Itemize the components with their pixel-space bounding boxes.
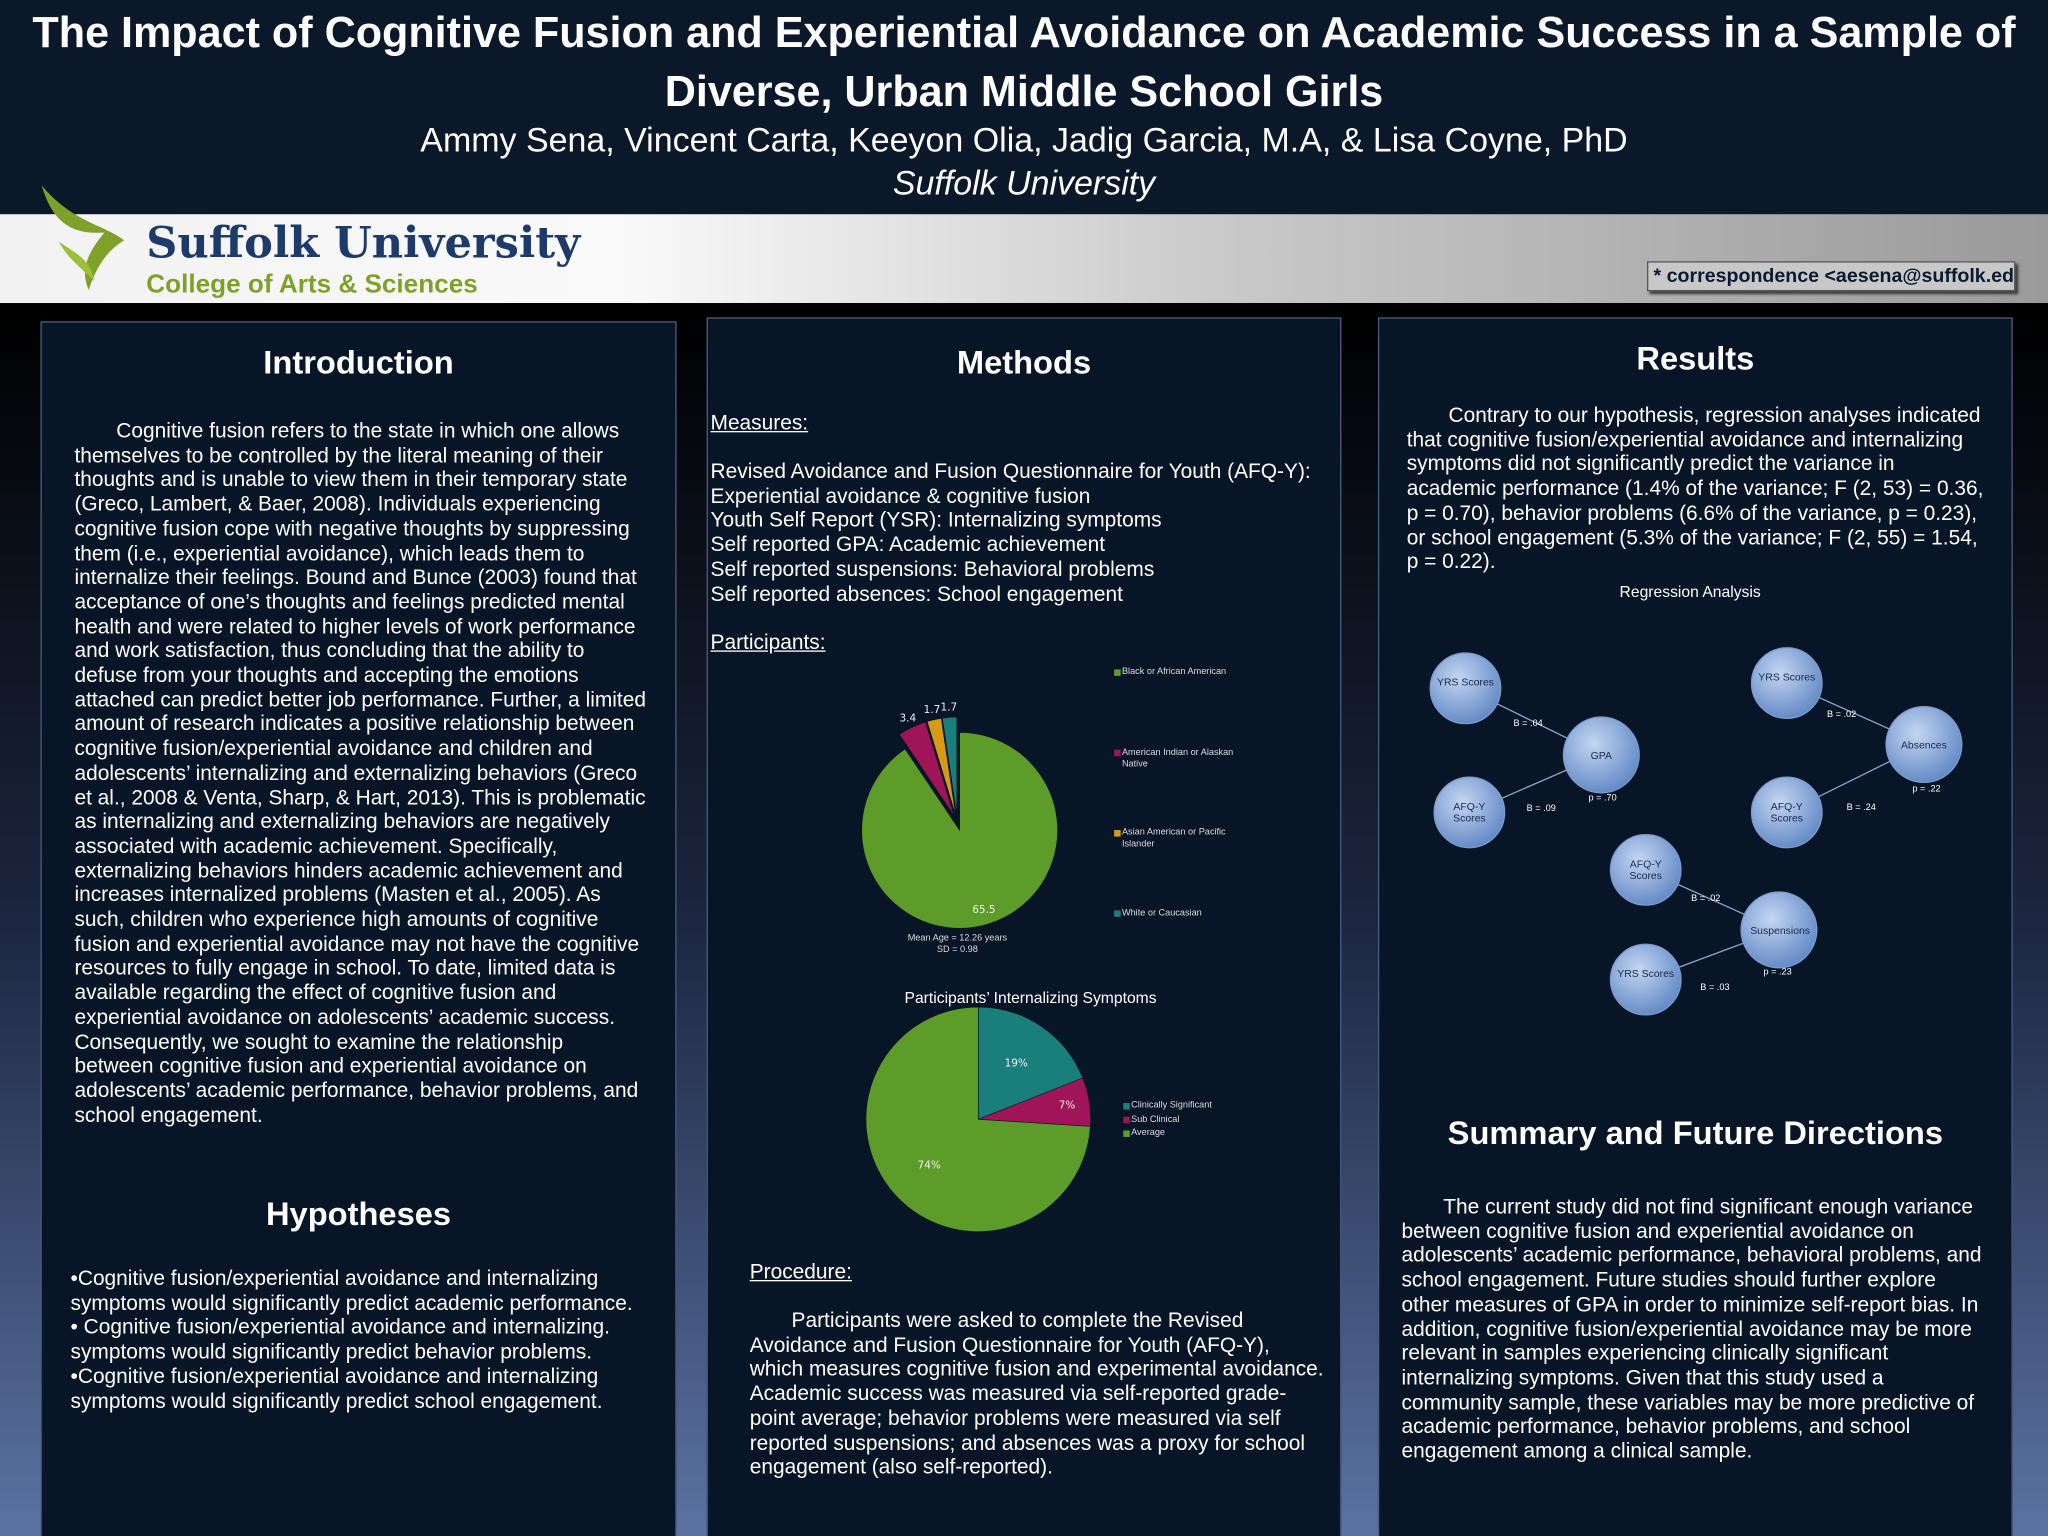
affiliation: Suffolk University xyxy=(892,163,1156,203)
node-label: YRS Scores xyxy=(1436,676,1494,689)
edge-label: B = .03 xyxy=(1700,983,1730,993)
logo-name: Suffolk University xyxy=(146,216,581,268)
measure: Self reported suspensions: Behavioral pr… xyxy=(710,558,1155,581)
legend-swatch xyxy=(1114,830,1121,837)
node-stat: p = .23 xyxy=(1763,967,1792,977)
annotation: Mean Age = 12.26 years xyxy=(907,933,1008,944)
node-label: Suspensions xyxy=(1750,924,1811,936)
legend-label: Asian American or Pacific Islander xyxy=(1121,828,1226,849)
node xyxy=(1562,716,1640,794)
hypothesis: • Cognitive fusion/experiential avoidanc… xyxy=(70,1317,610,1364)
hypotheses-list: •Cognitive fusion/experiential avoidance… xyxy=(71,1268,659,1415)
subheading: Procedure: xyxy=(749,1261,852,1284)
pie-slice xyxy=(942,716,958,816)
node xyxy=(1429,652,1502,725)
data-label: 1.7 xyxy=(924,704,941,716)
node xyxy=(1609,943,1682,1016)
data-label: 19% xyxy=(1005,1058,1028,1070)
pie-slice xyxy=(898,721,955,816)
edge-label: B = .02 xyxy=(1691,894,1721,904)
paragraph: Cognitive fusion refers to the state in … xyxy=(74,420,646,1127)
diagram-title: Regression Analysis xyxy=(1619,582,1761,601)
node xyxy=(1750,776,1823,849)
subheading: Measures: xyxy=(710,412,809,435)
poster-title: The Impact of Cognitive Fusion and Exper… xyxy=(32,7,2016,115)
measure: Self reported GPA: Academic achievement xyxy=(710,534,1106,557)
legend-swatch xyxy=(1114,749,1121,757)
correspondence: * correspondence <aesena@suffolk.edu xyxy=(1647,261,2016,292)
edge-label: B = .24 xyxy=(1846,803,1876,813)
logo-leaf xyxy=(58,241,95,281)
legend-label: Clinically Significant xyxy=(1131,1101,1212,1111)
legend-label: American Indian or Alaskan Native xyxy=(1121,747,1234,769)
authors: Ammy Sena, Vincent Carta, Keeyon Olia, J… xyxy=(420,120,1628,160)
legend-swatch xyxy=(1123,1103,1130,1110)
data-label: 7% xyxy=(1059,1099,1076,1111)
edge-label: B = .09 xyxy=(1526,804,1556,814)
measures-list: Revised Avoidance and Fusion Questionnai… xyxy=(711,461,1325,608)
node xyxy=(1885,705,1963,784)
pie-slice xyxy=(926,717,956,816)
node xyxy=(1740,891,1818,969)
paragraph: The current study did not find significa… xyxy=(1401,1196,1982,1463)
measure: Experiential avoidance & cognitive fusio… xyxy=(710,485,1091,508)
legend-label: Black or African American xyxy=(1121,667,1227,677)
section-heading: Introduction xyxy=(263,344,454,382)
data-label: 65.5 xyxy=(972,904,995,916)
node-stat: p = .70 xyxy=(1588,794,1617,804)
node xyxy=(1433,776,1506,849)
node xyxy=(1609,833,1682,906)
panel xyxy=(1377,317,2013,1536)
hypothesis: •Cognitive fusion/experiential avoidance… xyxy=(70,1268,633,1315)
legend-swatch xyxy=(1114,669,1121,676)
node-stat: p = .22 xyxy=(1912,784,1941,795)
data-label: 74% xyxy=(918,1159,941,1171)
node-label: GPA xyxy=(1590,749,1612,761)
panel xyxy=(706,317,1342,1536)
data-label: 3.4 xyxy=(900,712,917,724)
node-label: Absences xyxy=(1900,738,1947,751)
measure: Self reported absences: School engagemen… xyxy=(710,583,1123,606)
edge-label: B = .04 xyxy=(1513,719,1543,729)
section-heading: Hypotheses xyxy=(265,1196,452,1233)
pie-slice xyxy=(977,1006,1084,1120)
hypothesis: •Cognitive fusion/experiential avoidance… xyxy=(70,1365,603,1413)
edge-label: B = .02 xyxy=(1826,710,1857,720)
pie-slice xyxy=(861,732,1058,929)
measure: Youth Self Report (YSR): Internalizing s… xyxy=(710,509,1162,533)
section-heading: Methods xyxy=(956,344,1092,382)
legend-swatch xyxy=(1123,1130,1130,1137)
panel xyxy=(40,321,677,1536)
node xyxy=(1750,647,1823,720)
logo-subtitle: College of Arts & Sciences xyxy=(146,270,478,300)
node-label: AFQ-Y Scores xyxy=(1453,800,1486,825)
legend-label: Sub Clinical xyxy=(1131,1114,1180,1124)
legend-label: Average xyxy=(1131,1128,1165,1138)
header-band xyxy=(0,0,2048,215)
paragraph: Contrary to our hypothesis, regression a… xyxy=(1406,404,1984,574)
legend-swatch xyxy=(1123,1116,1130,1124)
node-label: AFQ-Y Scores xyxy=(1629,858,1662,882)
subheading: Participants: xyxy=(710,632,826,655)
data-label: 1.7 xyxy=(941,702,958,714)
node-label: YRS Scores xyxy=(1617,967,1675,980)
section-heading: Results xyxy=(1636,340,1755,378)
legend-label: White or Caucasian xyxy=(1121,908,1202,918)
measure: Revised Avoidance and Fusion Questionnai… xyxy=(710,461,1311,484)
paragraph: Participants were asked to complete the … xyxy=(749,1310,1324,1479)
node-label: YRS Scores xyxy=(1758,671,1816,684)
annotation: SD = 0.98 xyxy=(936,945,978,955)
logo-leaf xyxy=(41,185,125,290)
pie-slice xyxy=(865,1006,1091,1232)
section-heading: Summary and Future Directions xyxy=(1447,1115,1944,1152)
chart-title: Participants’ Internalizing Symptoms xyxy=(904,988,1157,1008)
node-label: AFQ-Y Scores xyxy=(1770,800,1804,825)
legend-swatch xyxy=(1114,910,1121,917)
